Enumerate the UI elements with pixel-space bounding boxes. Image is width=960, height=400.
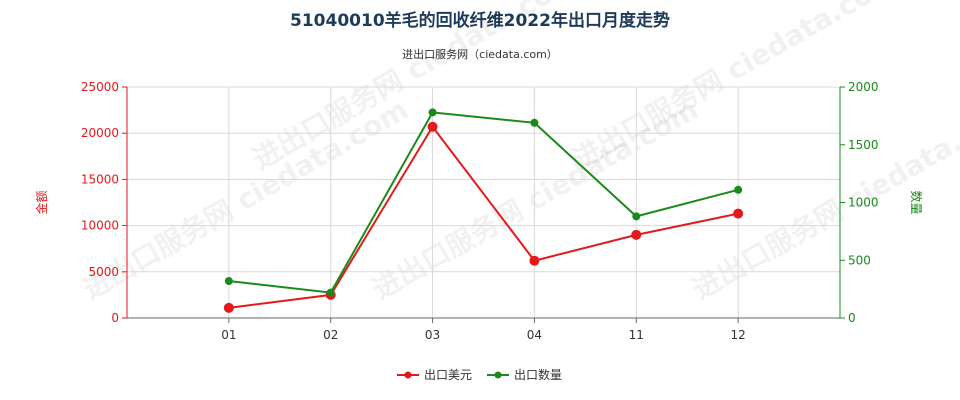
data-point-quantity (632, 212, 641, 221)
data-point-amount (733, 208, 744, 219)
watermark-text: 进出口服务网 ciedata.com (247, 0, 584, 176)
y-left-tick-label: 10000 (81, 219, 119, 233)
data-point-quantity (428, 108, 437, 117)
x-tick-label: 04 (527, 328, 542, 342)
y-right-tick-label: 500 (848, 253, 871, 267)
axes: 0 5000 10000 15000 20000 25000 0 500 1000 1500 200… (34, 80, 924, 342)
chart-subtitle: 进出口服务网（ciedata.com） (402, 48, 558, 61)
watermark-text: 进出口服务网 ciedata.com (77, 93, 414, 306)
y-left-tick-label: 20000 (81, 126, 119, 140)
y-right-tick-label: 2000 (848, 80, 879, 94)
y-right-tick-label: 0 (848, 311, 856, 325)
data-point-quantity (530, 118, 539, 127)
legend-marker-amount (404, 371, 412, 379)
data-point-quantity (326, 288, 335, 297)
x-tick-label: 02 (323, 328, 338, 342)
legend: 出口美元 出口数量 (397, 367, 562, 382)
y-left-tick-label: 0 (111, 311, 119, 325)
series-line-quantity (228, 111, 739, 294)
x-tick-label: 01 (221, 328, 236, 342)
data-point-quantity (224, 277, 233, 286)
y-left-tick-label: 25000 (81, 80, 119, 94)
series-layer (223, 108, 744, 313)
y-left-axis-title: 金额 (34, 190, 49, 214)
legend-label-quantity: 出口数量 (514, 367, 562, 382)
y-right-tick-label: 1500 (848, 138, 879, 152)
data-point-quantity (734, 185, 743, 194)
y-right-axis-title: 数量 (909, 190, 924, 214)
legend-marker-quantity (494, 371, 502, 379)
series-line-amount (228, 124, 739, 309)
y-left-tick-label: 15000 (81, 172, 119, 186)
chart-title: 51040010羊毛的回收纤维2022年出口月度走势 (290, 11, 670, 31)
x-tick-label: 11 (629, 328, 644, 342)
data-point-amount (223, 302, 234, 313)
y-left-tick-label: 5000 (88, 265, 119, 279)
legend-label-amount: 出口美元 (424, 368, 472, 382)
x-tick-label: 12 (731, 328, 746, 342)
data-point-amount (427, 121, 438, 132)
y-right-tick-label: 1000 (848, 196, 879, 210)
x-tick-label: 03 (425, 328, 440, 342)
data-point-amount (529, 255, 540, 266)
data-point-amount (631, 229, 642, 240)
